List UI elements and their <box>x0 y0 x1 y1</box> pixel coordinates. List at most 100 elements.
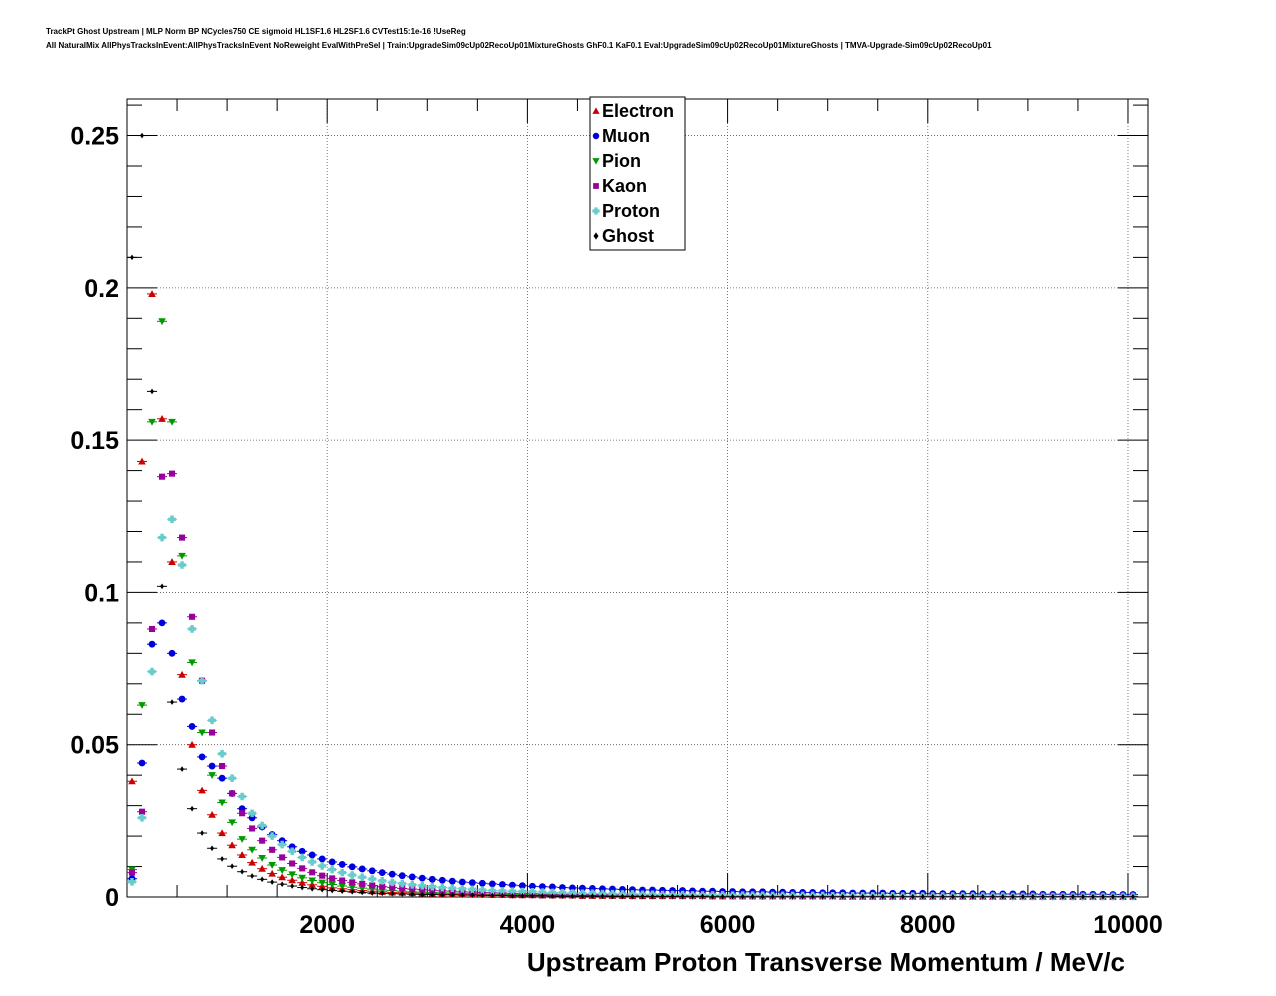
kaon-point <box>209 729 216 736</box>
chart-header-line-1: TrackPt Ghost Upstream | MLP Norm BP NCy… <box>46 27 466 36</box>
ghost-point <box>240 868 245 875</box>
kaon-point <box>329 875 336 882</box>
proton-point <box>538 888 547 896</box>
kaon-point <box>219 762 226 770</box>
legend-label-ghost: Ghost <box>602 226 654 246</box>
pion-point <box>228 819 236 827</box>
pion-point <box>268 861 276 869</box>
proton-point <box>328 865 337 874</box>
muon-point <box>438 876 446 884</box>
electron-point <box>148 290 156 297</box>
muon-point <box>158 619 166 627</box>
ghost-point <box>140 132 144 139</box>
ghost-point <box>570 893 575 899</box>
legend: Electron Muon Pion Kaon Proton Ghost <box>589 96 686 251</box>
proton-point <box>268 832 276 840</box>
ghost-point <box>470 892 475 898</box>
muon-point <box>368 867 376 875</box>
kaon-point <box>158 473 166 480</box>
ghost-point <box>820 893 825 900</box>
ghost-point <box>190 805 195 812</box>
electron-point <box>248 858 256 866</box>
proton-point <box>488 886 497 895</box>
y-tick-label-4: 0.2 <box>84 275 119 303</box>
ghost-point <box>770 893 775 900</box>
proton-point <box>518 887 527 896</box>
ghost-point <box>370 890 375 896</box>
axis-tick-labels: 0 0.05 0.1 0.15 0.2 0.25 2000 4000 6000 8000 10000 <box>70 123 1162 939</box>
kaon-point <box>399 885 406 892</box>
ghost-point <box>490 892 495 899</box>
proton-point <box>498 887 507 895</box>
ghost-point <box>720 893 725 900</box>
ghost-point <box>700 893 705 900</box>
chart-header-line-2: All NaturalMix AllPhysTracksInEvent:AllP… <box>46 41 992 50</box>
muon-point <box>378 869 386 877</box>
pion-point <box>218 799 226 807</box>
ghost-point <box>870 893 875 900</box>
proton-point <box>428 882 437 891</box>
x-tick-label-4: 10000 <box>1093 911 1163 939</box>
kaon-point <box>299 865 306 872</box>
ghost-point <box>620 893 625 900</box>
ghost-point <box>900 893 905 900</box>
muon-point <box>468 879 476 887</box>
proton-point <box>368 875 377 883</box>
ghost-point <box>410 891 415 898</box>
ghost-point <box>790 893 795 900</box>
ghost-point <box>1060 893 1065 900</box>
legend-marker-pion <box>592 158 600 165</box>
ghost-point <box>1080 893 1085 900</box>
muon-point <box>358 865 366 873</box>
proton-point <box>258 821 266 830</box>
ghost-point <box>170 699 175 705</box>
proton-point <box>548 888 557 897</box>
legend-marker-kaon <box>593 183 599 189</box>
proton-point <box>238 792 246 801</box>
electron-point <box>158 415 166 422</box>
ghost-point <box>480 892 485 899</box>
muon-point <box>298 847 306 855</box>
electron-point <box>178 670 186 678</box>
pion-point <box>198 729 206 737</box>
proton-point <box>248 809 256 818</box>
ghost-point <box>300 884 305 891</box>
data-markers <box>127 132 1138 901</box>
pion-point <box>318 879 326 887</box>
proton-point <box>408 881 417 889</box>
electron-point <box>208 810 216 818</box>
electron-point <box>268 869 276 877</box>
x-tick-label-2: 6000 <box>700 911 756 939</box>
ghost-point <box>750 893 755 900</box>
legend-label-kaon: Kaon <box>602 176 647 196</box>
muon-point <box>218 774 226 782</box>
pion-point <box>208 772 216 779</box>
ghost-point <box>270 879 275 885</box>
ghost-point <box>1040 893 1045 900</box>
ghost-point <box>290 883 295 889</box>
kaon-point <box>309 869 316 876</box>
x-axis-title: Upstream Proton Transverse Momentum / Me… <box>527 947 1125 977</box>
proton-point <box>188 625 196 633</box>
electron-point <box>298 878 306 886</box>
kaon-point <box>359 880 366 887</box>
kaon-point <box>269 846 276 853</box>
ghost-point <box>210 845 215 852</box>
proton-point <box>418 881 427 890</box>
ghost-point <box>1070 893 1075 900</box>
muon-point <box>518 882 526 890</box>
muon-point <box>168 649 176 657</box>
ghost-point <box>420 891 425 898</box>
proton-point <box>218 750 226 758</box>
electron-point <box>168 558 176 566</box>
ghost-point <box>640 893 645 900</box>
proton-point <box>378 877 387 885</box>
proton-point <box>388 878 397 887</box>
ghost-point <box>1050 893 1055 900</box>
legend-box <box>589 96 686 251</box>
pion-point <box>288 871 296 879</box>
proton-point <box>178 561 186 569</box>
proton-point <box>338 868 347 877</box>
y-tick-label-2: 0.1 <box>84 579 119 607</box>
